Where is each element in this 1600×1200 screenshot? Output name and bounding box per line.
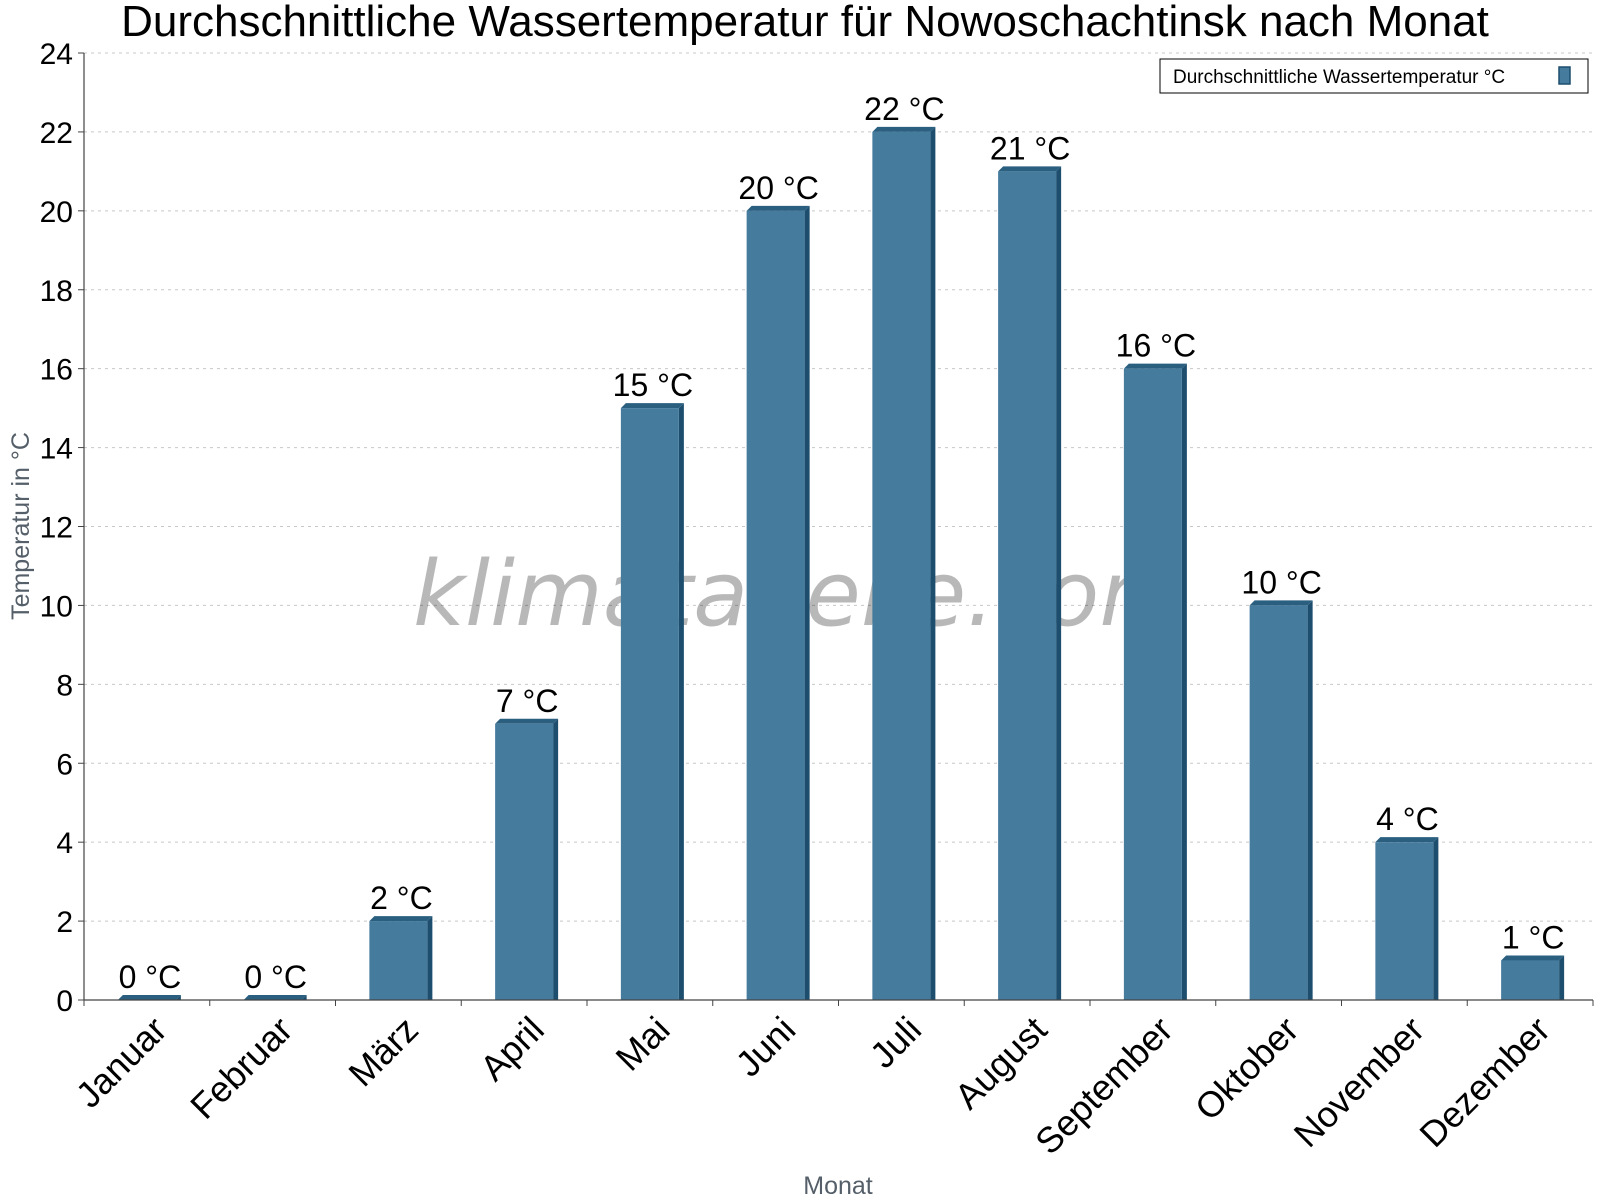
legend-label: Durchschnittliche Wassertemperatur °C bbox=[1173, 67, 1505, 88]
bar bbox=[1123, 363, 1187, 1001]
y-tick-label: 8 bbox=[56, 669, 73, 702]
data-label: 21 °C bbox=[990, 130, 1070, 166]
y-tick-label: 24 bbox=[40, 38, 73, 71]
legend-swatch bbox=[1558, 66, 1571, 85]
bar-front bbox=[998, 171, 1057, 1000]
bar-side bbox=[678, 403, 684, 1000]
y-tick-label: 2 bbox=[56, 906, 73, 939]
bar-side bbox=[427, 916, 433, 1000]
x-tick-label: November bbox=[1286, 1009, 1432, 1155]
y-tick-label: 4 bbox=[56, 827, 73, 860]
data-label: 0 °C bbox=[244, 959, 307, 995]
bar-top bbox=[1375, 837, 1439, 843]
bar-side bbox=[1433, 837, 1439, 1000]
bar bbox=[620, 403, 684, 1000]
bar-front bbox=[746, 210, 805, 1001]
y-tick-label: 18 bbox=[40, 275, 73, 308]
bar bbox=[746, 205, 810, 1001]
x-tick-label: Oktober bbox=[1187, 1009, 1307, 1129]
bar-side bbox=[553, 718, 559, 1000]
bar-side bbox=[804, 205, 810, 1001]
data-label: 1 °C bbox=[1502, 920, 1565, 956]
bar-front bbox=[1123, 368, 1182, 1001]
bar-front bbox=[495, 723, 554, 1000]
bars bbox=[117, 126, 1565, 1001]
data-label: 10 °C bbox=[1241, 564, 1321, 600]
bar bbox=[117, 995, 181, 1000]
data-label: 16 °C bbox=[1116, 328, 1196, 364]
bar-front bbox=[620, 408, 679, 1000]
data-label: 15 °C bbox=[613, 367, 693, 403]
x-tick-label: Juli bbox=[862, 1009, 929, 1076]
bar-side bbox=[1307, 600, 1313, 1000]
y-tick-label: 10 bbox=[40, 590, 73, 623]
bar-top bbox=[117, 995, 181, 1000]
x-ticks: Januar Februar März April Mai Juni Juli AugustS… bbox=[68, 1000, 1594, 1163]
bar-front bbox=[1249, 605, 1308, 1000]
bar-front bbox=[1501, 960, 1560, 1000]
bar bbox=[1249, 600, 1313, 1000]
bar-side bbox=[1559, 955, 1565, 1000]
bar-side bbox=[1056, 166, 1062, 1000]
bar-front bbox=[872, 131, 931, 1000]
bar-top bbox=[1249, 600, 1313, 606]
y-axis-title: Temperatur in °C bbox=[7, 432, 35, 620]
y-tick-label: 20 bbox=[40, 196, 73, 229]
data-label: 4 °C bbox=[1376, 801, 1439, 837]
bar bbox=[1375, 837, 1439, 1000]
y-tick-label: 14 bbox=[40, 433, 73, 466]
bar bbox=[872, 126, 936, 1000]
bar bbox=[1501, 955, 1565, 1000]
y-tick-label: 16 bbox=[40, 354, 73, 387]
legend: Durchschnittliche Wassertemperatur °C bbox=[1159, 58, 1589, 94]
x-tick-label: März bbox=[340, 1009, 426, 1095]
x-tick-label: Dezember bbox=[1411, 1009, 1557, 1155]
data-label: 20 °C bbox=[738, 170, 818, 206]
x-tick-label: April bbox=[472, 1009, 552, 1089]
y-tick-label: 6 bbox=[56, 748, 73, 781]
x-tick-label: August bbox=[947, 1009, 1055, 1117]
bar-side bbox=[930, 126, 936, 1000]
y-tick-label: 0 bbox=[56, 985, 73, 1018]
bar-top bbox=[495, 718, 559, 724]
bar-top bbox=[1123, 363, 1187, 369]
x-tick-label: September bbox=[1027, 1009, 1181, 1163]
bar bbox=[243, 995, 307, 1000]
legend-box bbox=[1159, 58, 1589, 94]
bar-top bbox=[872, 126, 936, 132]
bar-top bbox=[998, 166, 1062, 172]
data-label: 2 °C bbox=[370, 880, 433, 916]
bar-top bbox=[243, 995, 307, 1000]
bar-side bbox=[1181, 363, 1187, 1001]
y-tick-label: 12 bbox=[40, 512, 73, 545]
bar bbox=[369, 916, 433, 1000]
bar bbox=[495, 718, 559, 1000]
y-tick-label: 22 bbox=[40, 117, 73, 150]
x-tick-label: Januar bbox=[68, 1009, 175, 1116]
data-label: 22 °C bbox=[864, 91, 944, 127]
data-label: 7 °C bbox=[496, 683, 559, 719]
bar-top bbox=[1501, 955, 1565, 961]
data-label: 0 °C bbox=[119, 959, 182, 995]
x-axis-title: Monat bbox=[803, 1172, 873, 1200]
bar-top bbox=[620, 403, 684, 409]
chart-title: Durchschnittliche Wassertemperatur für N… bbox=[121, 0, 1489, 46]
x-tick-label: Mai bbox=[608, 1009, 678, 1079]
bar-front bbox=[1375, 842, 1434, 1000]
bar-top bbox=[746, 205, 810, 211]
bar bbox=[998, 166, 1062, 1000]
x-tick-label: Februar bbox=[182, 1009, 300, 1127]
bar-front bbox=[369, 921, 428, 1000]
grid bbox=[84, 52, 1593, 922]
data-labels: 0 °C 0 °C 2 °C 7 °C 15 °C 20 °C 22 °C 21 °C 16 °… bbox=[119, 91, 1565, 995]
bar-top bbox=[369, 916, 433, 922]
x-tick-label: Juni bbox=[728, 1009, 804, 1085]
